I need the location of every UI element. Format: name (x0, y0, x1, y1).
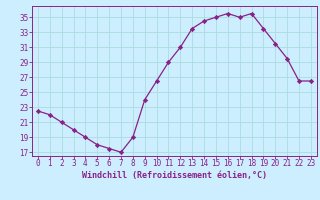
X-axis label: Windchill (Refroidissement éolien,°C): Windchill (Refroidissement éolien,°C) (82, 171, 267, 180)
